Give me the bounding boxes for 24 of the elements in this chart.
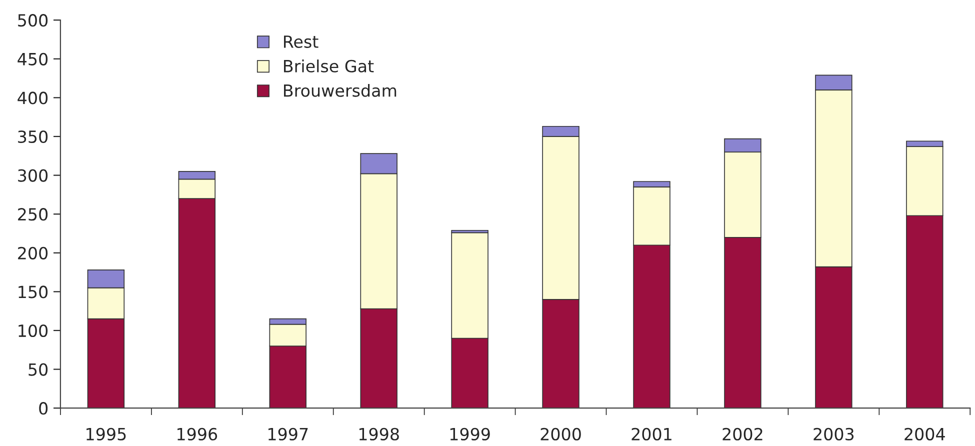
x-tick-label: 1995 [86, 428, 126, 440]
y-tick-label: 150 [18, 286, 48, 298]
y-tick-label: 0 [39, 402, 48, 415]
legend-label: Brouwersdam [284, 84, 396, 97]
x-tick-label: 2002 [722, 428, 762, 440]
y-tick-label: 350 [18, 130, 48, 144]
y-tick-label: 400 [18, 92, 48, 104]
y-tick-label: 300 [18, 169, 48, 182]
x-tick-label: 1998 [359, 428, 399, 440]
x-tick-label: 2001 [632, 428, 672, 440]
y-tick-label: 500 [18, 14, 48, 27]
legend-label: Rest [284, 36, 318, 48]
y-tick-label: 50 [28, 363, 48, 376]
y-tick-label: 450 [18, 52, 48, 66]
y-tick-label: 100 [18, 324, 48, 338]
y-tick-label: 200 [18, 246, 48, 260]
x-tick-label: 1999 [450, 428, 490, 440]
x-tick-label: 1996 [178, 428, 218, 440]
x-tick-label: 2004 [904, 428, 945, 440]
x-tick-label: 2000 [540, 428, 581, 440]
x-tick-label: 2003 [814, 428, 854, 440]
legend-label: Brielse Gat [284, 60, 374, 72]
y-tick-label: 250 [18, 208, 48, 221]
x-tick-label: 1997 [268, 428, 308, 440]
